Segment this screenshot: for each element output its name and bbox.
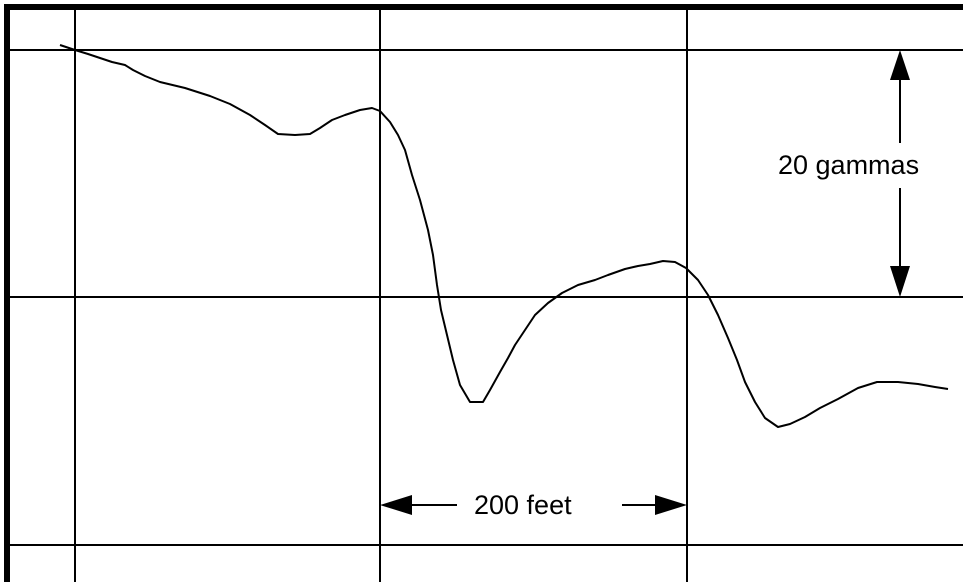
arrow-right-icon	[655, 495, 687, 515]
horizontal-scale-indicator: 200 feet	[380, 490, 687, 520]
arrow-up-icon	[890, 50, 910, 80]
horizontal-scale-label: 200 feet	[474, 490, 572, 520]
magnetic-anomaly-curve	[59, 44, 949, 428]
arrow-down-icon	[890, 266, 910, 297]
vertical-scale-indicator: 20 gammas	[778, 50, 919, 297]
grid	[7, 7, 963, 582]
vertical-scale-label: 20 gammas	[778, 150, 919, 180]
arrow-left-icon	[380, 495, 412, 515]
chart-frame	[4, 4, 963, 582]
